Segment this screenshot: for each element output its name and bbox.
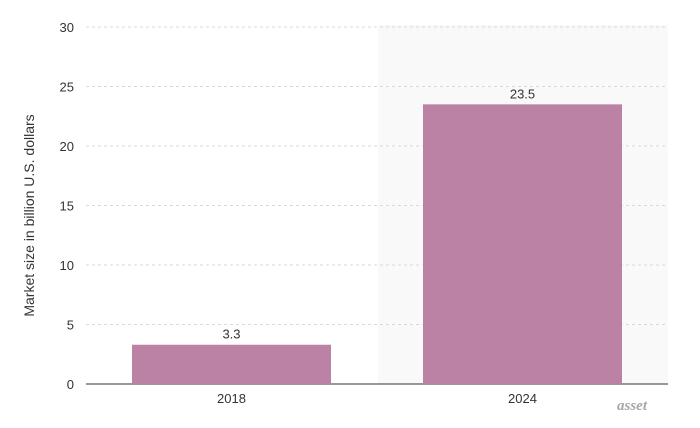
y-tick-label: 30	[60, 20, 74, 35]
y-tick-label: 20	[60, 139, 74, 154]
data-label-2024: 23.5	[510, 86, 535, 101]
y-tick-label: 15	[60, 199, 74, 214]
data-labels: 3.3 23.5	[222, 86, 535, 341]
gridlines	[86, 26, 668, 325]
bar-2024	[423, 104, 622, 384]
y-axis-ticks: 0 5 10 15 20 25 30	[60, 20, 74, 392]
watermark-site: www.mfgrobots.com	[530, 411, 690, 426]
data-label-2018: 3.3	[222, 327, 240, 342]
bars	[132, 104, 622, 384]
y-axis-label: Market size in billion U.S. dollars	[21, 114, 37, 316]
y-tick-label: 5	[67, 318, 74, 333]
watermark-logo: asset	[617, 398, 648, 414]
x-tick-label-2024: 2024	[508, 391, 537, 406]
bar-2018	[132, 344, 331, 384]
y-tick-label: 25	[60, 80, 74, 95]
x-tick-label-2018: 2018	[217, 391, 246, 406]
y-tick-label: 10	[60, 258, 74, 273]
x-axis-ticks: 2018 2024	[217, 391, 537, 406]
y-tick-label: 0	[67, 377, 74, 392]
